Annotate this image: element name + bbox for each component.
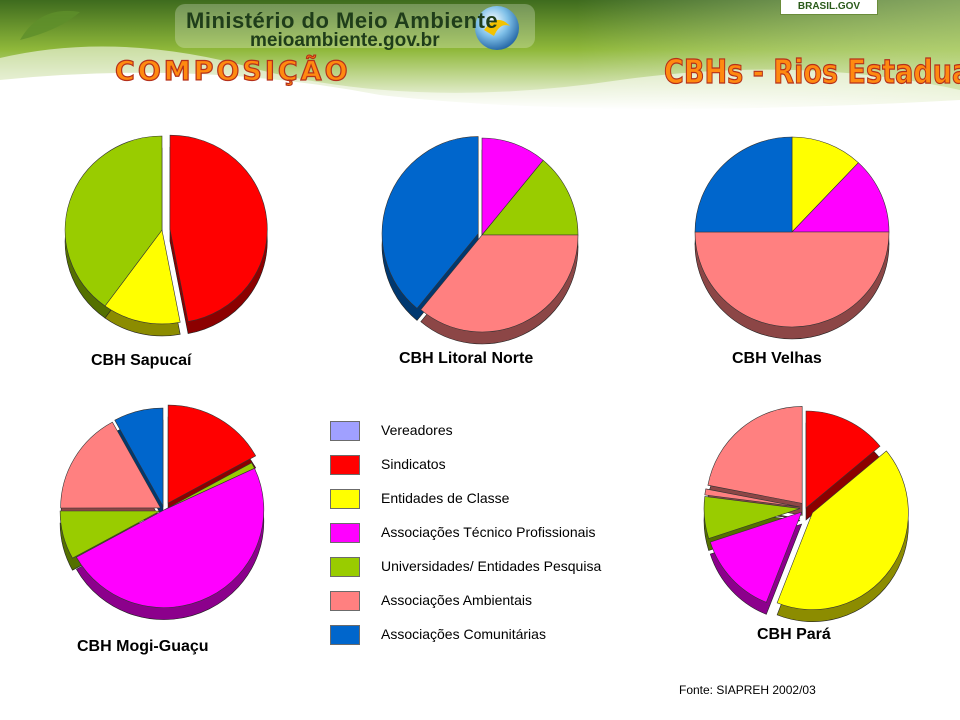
pie-slice: [709, 511, 803, 603]
chart-title-sapucai: CBH Sapucaí: [91, 352, 192, 369]
pie-slice: [703, 496, 801, 539]
pie-slice: [776, 450, 909, 610]
source-note: Fonte: SIAPREH 2002/03: [679, 683, 816, 697]
chart-title-para: CBH Pará: [757, 626, 831, 643]
pie-slice: [381, 136, 479, 309]
legend-swatch: [330, 489, 360, 509]
cbhs-title: CBHs - Rios Estaduais: [664, 51, 960, 91]
legend-label: Universidades/ Entidades Pesquisa: [381, 558, 602, 574]
pie-slice: [805, 410, 881, 509]
legend-label: Associações Técnico Profissionais: [381, 524, 596, 540]
pie-slice: [481, 137, 544, 236]
pie-slice: [481, 159, 579, 236]
pie-para: [703, 406, 909, 622]
legend-label: Entidades de Classe: [381, 490, 510, 506]
pie-slice: [694, 231, 890, 328]
header-banner: Ministério do Meio Ambiente meioambiente…: [0, 0, 960, 110]
pie-slice: [694, 136, 793, 233]
composition-title: COMPOSIÇÃO: [114, 55, 351, 87]
pie-velhas: [694, 136, 890, 340]
leaf-icon: [20, 10, 80, 40]
pie-slice: [167, 404, 257, 504]
brasil-gov-badge[interactable]: BRASIL.GOV: [780, 0, 878, 15]
pie-slice: [704, 488, 801, 508]
chart-title-litoral-norte: CBH Litoral Norte: [399, 350, 534, 367]
banner-background: [0, 0, 960, 110]
chart-title-mogi-guacu: CBH Mogi-Guaçu: [77, 638, 209, 655]
chart-title-velhas: CBH Velhas: [732, 350, 822, 367]
pie-slice: [104, 229, 181, 325]
pie-litoral-norte: [381, 136, 579, 345]
pie-mogi-guacu: [59, 404, 265, 620]
legend-swatch: [330, 455, 360, 475]
pie-slice: [59, 510, 161, 559]
pie-slice: [169, 134, 268, 322]
pie-slice: [114, 407, 164, 508]
ministry-url[interactable]: meioambiente.gov.br: [250, 30, 440, 51]
legend-swatch: [330, 421, 360, 441]
pie-slice: [60, 421, 162, 509]
legend-label: Associações Ambientais: [381, 592, 532, 608]
pie-slice: [75, 467, 265, 608]
pie-slice: [64, 135, 163, 307]
legend-swatch: [330, 523, 360, 543]
pie-sapucai: [64, 134, 268, 337]
pie-slice: [707, 406, 803, 504]
pie-slice: [791, 162, 890, 233]
legend-swatch: [330, 625, 360, 645]
pie-slice: [420, 234, 579, 333]
legend-swatch: [330, 557, 360, 577]
legend-label: Sindicatos: [381, 456, 446, 472]
legend-swatch: [330, 591, 360, 611]
legend-label: Associações Comunitárias: [381, 626, 546, 642]
ministry-name: Ministério do Meio Ambiente: [186, 8, 499, 33]
pie-slice: [791, 136, 859, 233]
legend-label: Vereadores: [381, 422, 453, 438]
